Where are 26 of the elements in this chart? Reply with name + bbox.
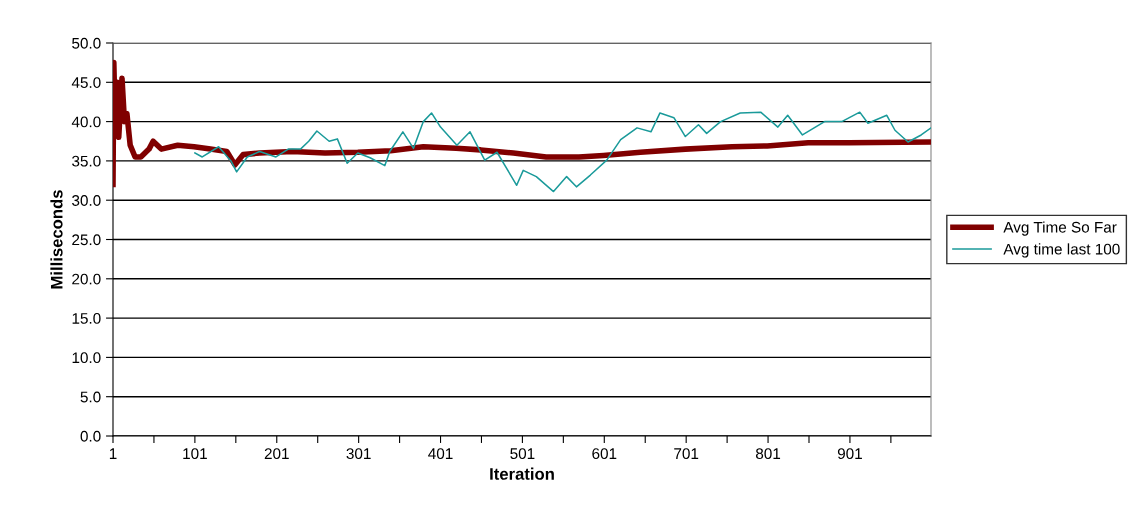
x-tick-label: 601 (592, 448, 617, 460)
x-tick-label: 701 (674, 448, 699, 460)
y-tick-label: 50.0 (72, 37, 101, 49)
x-tick-label: 901 (837, 448, 862, 460)
y-tick-label: 35.0 (72, 155, 101, 167)
y-tick-label: 0.0 (80, 430, 101, 442)
x-tick-label: 301 (346, 448, 371, 460)
y-axis-title: Milliseconds (50, 190, 63, 289)
legend-label: Avg time last 100 (1003, 243, 1120, 258)
x-tick-label: 101 (183, 448, 207, 460)
x-tick-label: 201 (264, 448, 289, 460)
y-tick-label: 45.0 (71, 77, 101, 88)
legend-label: Avg Time So Far (1003, 221, 1117, 236)
y-tick-label: 25.0 (72, 234, 101, 246)
y-tick-label: 15.0 (72, 312, 101, 324)
x-tick-label: 401 (428, 448, 453, 460)
y-tick-label: 20.0 (72, 273, 101, 285)
x-axis-title: Iteration (490, 467, 554, 480)
y-tick-label: 30.0 (72, 195, 101, 206)
y-tick-label: 40.0 (71, 116, 101, 128)
x-tick-label: 501 (510, 448, 535, 460)
line-series (194, 111, 931, 193)
y-tick-label: 10.0 (72, 352, 101, 364)
x-tick-label: 1 (109, 448, 117, 459)
y-tick-label: 5.0 (80, 391, 101, 403)
x-tick-label: 801 (755, 448, 781, 460)
